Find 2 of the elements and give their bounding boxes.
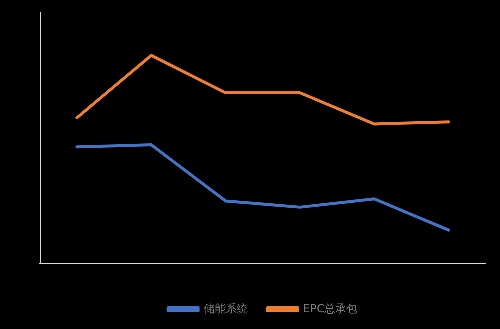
legend-label: 储能系统 — [204, 302, 248, 316]
legend-label: EPC总承包 — [303, 302, 358, 316]
